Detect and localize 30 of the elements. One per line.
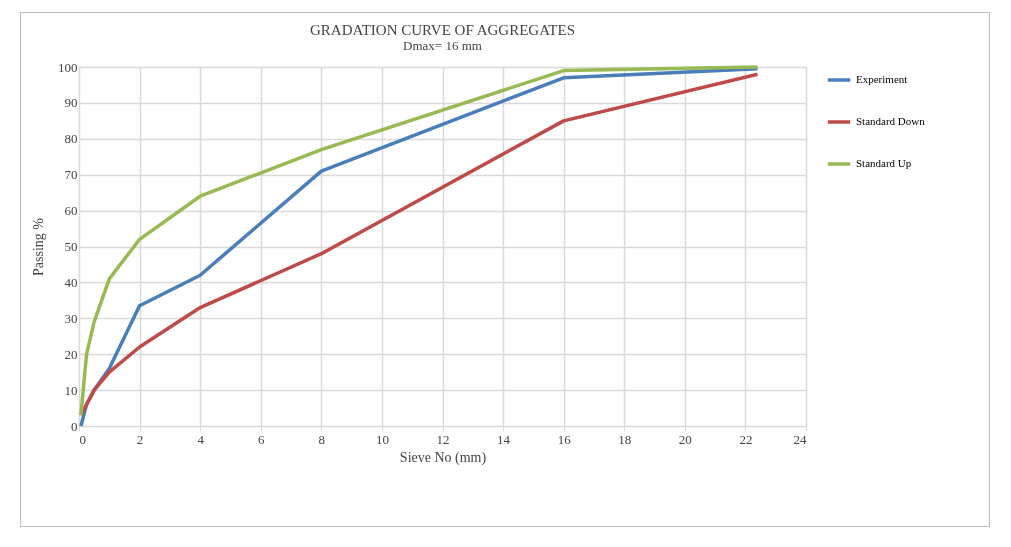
x-tick-label: 2	[136, 431, 144, 447]
y-tick-label: 0	[71, 418, 78, 434]
y-tick-label: 50	[64, 239, 78, 254]
y-tick-label: 40	[64, 274, 78, 290]
y-tick-label: 60	[64, 203, 78, 219]
legend-label: Standard Down	[856, 115, 926, 127]
x-tick-label: 18	[618, 431, 632, 447]
x-tick-label: 16	[557, 431, 572, 447]
chart-subtitle: Dmax= 16 mm	[403, 38, 482, 53]
x-tick-label: 20	[678, 431, 692, 447]
x-axis-title: Sieve No (mm)	[399, 449, 487, 466]
x-tick-label: 8	[318, 431, 326, 447]
y-tick-label: 80	[64, 131, 78, 147]
y-tick-label: 100	[58, 59, 78, 75]
x-tick-label: 6	[258, 431, 265, 447]
x-tick-label: 22	[739, 431, 753, 447]
x-tick-label: 4	[197, 431, 205, 447]
x-tick-label: 12	[436, 431, 450, 447]
x-tick-label: 10	[375, 431, 389, 447]
y-tick-label: 70	[64, 167, 78, 183]
legend-label: Standard Up	[856, 157, 912, 169]
y-tick-label: 10	[64, 382, 78, 398]
y-tick-label: 30	[64, 310, 78, 326]
x-tick-label: 24	[793, 431, 807, 447]
legend-label: Experiment	[856, 73, 908, 85]
chart-title: GRADATION CURVE OF AGGREGATES	[309, 22, 576, 38]
y-axis-title: Passing %	[31, 217, 46, 276]
y-tick-label: 90	[64, 95, 78, 111]
y-tick-label: 20	[64, 346, 78, 362]
x-tick-label: 14	[497, 431, 511, 447]
